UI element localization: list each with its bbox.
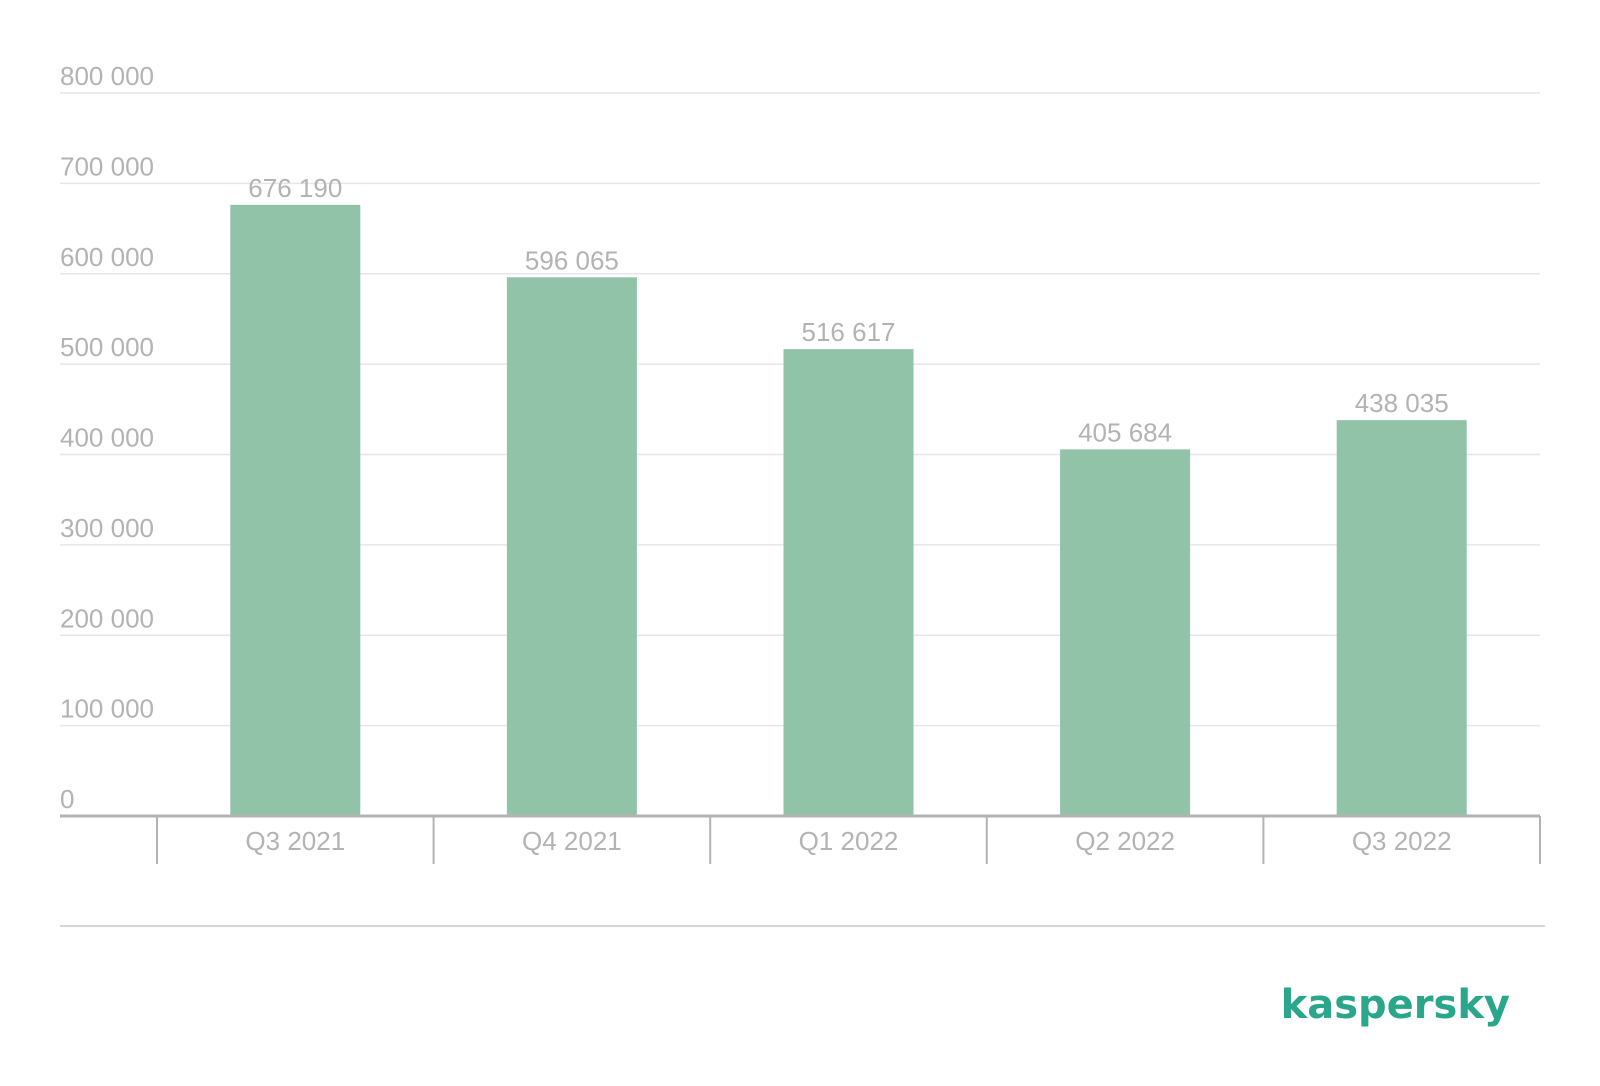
x-axis-dividers xyxy=(156,816,1541,864)
y-tick-label: 0 xyxy=(60,784,74,814)
y-tick-label: 500 000 xyxy=(60,332,154,362)
y-tick-label: 400 000 xyxy=(60,423,154,453)
data-label: 405 684 xyxy=(1078,417,1172,447)
y-tick-label: 200 000 xyxy=(60,603,154,633)
y-tick-label: 600 000 xyxy=(60,242,154,272)
x-category-label: Q3 2021 xyxy=(245,826,345,856)
y-axis-tick-labels: 0 100 000 200 000 300 000 400 000 500 000 600 … xyxy=(60,61,154,814)
bar-q3-2021 xyxy=(230,204,361,816)
x-category-label: Q3 2022 xyxy=(1352,826,1452,856)
x-category-label: Q1 2022 xyxy=(799,826,899,856)
data-label: 516 617 xyxy=(802,317,896,347)
x-category-label: Q4 2021 xyxy=(522,826,622,856)
bar-q4-2021 xyxy=(506,277,637,816)
x-axis-category-labels: Q3 2021 Q4 2021 Q1 2022 Q2 2022 Q3 2022 xyxy=(245,826,1451,856)
x-category-label: Q2 2022 xyxy=(1075,826,1175,856)
data-label: 676 190 xyxy=(248,173,342,203)
bar-q2-2022 xyxy=(1060,449,1191,816)
y-tick-label: 300 000 xyxy=(60,513,154,543)
data-label: 438 035 xyxy=(1355,388,1449,418)
y-tick-label: 100 000 xyxy=(60,694,154,724)
y-tick-label: 700 000 xyxy=(60,151,154,181)
kaspersky-logo: kaspersky xyxy=(1281,982,1510,1028)
data-labels: 676 190 596 065 516 617 405 684 438 035 xyxy=(248,173,1448,447)
bars xyxy=(230,204,1467,816)
bar-q3-2022 xyxy=(1336,420,1467,816)
bar-q1-2022 xyxy=(783,349,914,816)
data-label: 596 065 xyxy=(525,245,619,275)
y-tick-label: 800 000 xyxy=(60,61,154,91)
